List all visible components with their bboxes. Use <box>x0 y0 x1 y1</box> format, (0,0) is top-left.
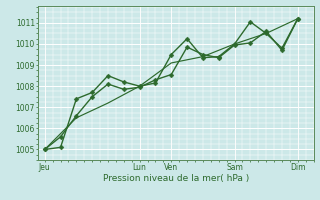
X-axis label: Pression niveau de la mer( hPa ): Pression niveau de la mer( hPa ) <box>103 174 249 183</box>
